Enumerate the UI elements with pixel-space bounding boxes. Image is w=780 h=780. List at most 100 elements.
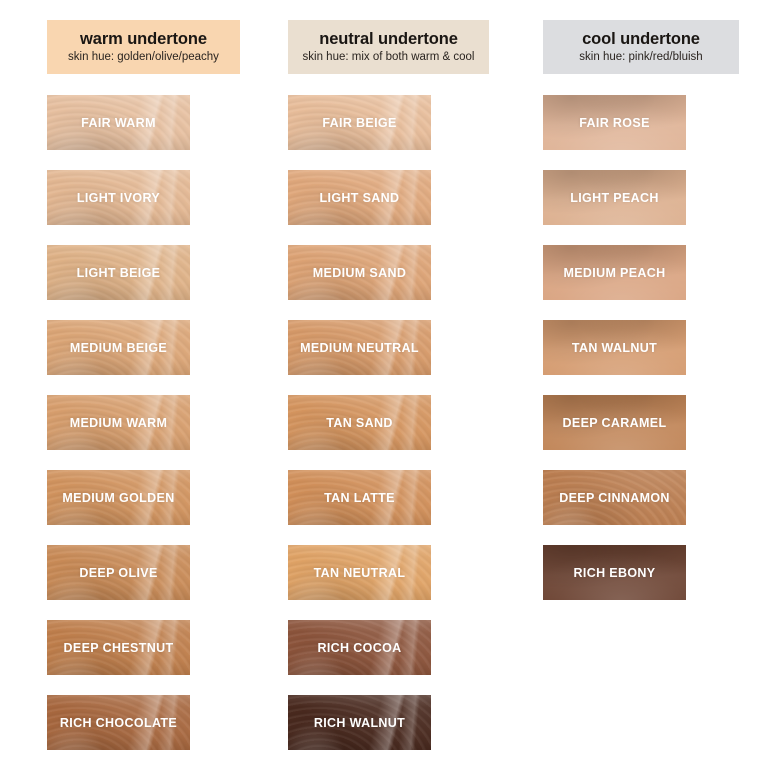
shade-swatch[interactable]: RICH WALNUT: [288, 695, 431, 750]
shade-swatch[interactable]: MEDIUM SAND: [288, 245, 431, 300]
swatch-base: [47, 170, 190, 225]
shade-swatch[interactable]: LIGHT IVORY: [47, 170, 190, 225]
swatch-ring-texture: [288, 245, 431, 300]
swatch-ring-texture: [543, 470, 686, 525]
shade-swatch[interactable]: MEDIUM PEACH: [543, 245, 686, 300]
swatch-ring-texture: [288, 695, 431, 750]
shade-name: FAIR ROSE: [579, 115, 650, 130]
swatch-cloud-texture: [543, 245, 686, 300]
swatch-ring-texture: [47, 245, 190, 300]
swatch-cloud-texture: [543, 395, 686, 450]
shade-name: TAN SAND: [326, 415, 393, 430]
shade-swatch[interactable]: RICH CHOCOLATE: [47, 695, 190, 750]
swatch-ring-texture: [47, 395, 190, 450]
swatch-shine-texture: [47, 620, 190, 675]
shade-name: MEDIUM BEIGE: [69, 340, 168, 355]
swatch-shine-texture: [288, 95, 431, 150]
swatch-ring-texture: [288, 395, 431, 450]
swatch-ring-texture: [288, 95, 431, 150]
swatch-cloud-texture: [543, 320, 686, 375]
swatch-base: [47, 695, 190, 750]
shade-swatch[interactable]: FAIR WARM: [47, 95, 190, 150]
swatch-shine-texture: [47, 245, 190, 300]
shade-name: MEDIUM NEUTRAL: [300, 340, 419, 355]
shade-name: DEEP OLIVE: [79, 565, 158, 580]
swatch-cloud-texture: [543, 95, 686, 150]
shade-swatch[interactable]: LIGHT SAND: [288, 170, 431, 225]
swatch-base: [288, 245, 431, 300]
swatch-base: [543, 470, 686, 525]
swatch-cloud-texture: [543, 545, 686, 600]
shade-name: LIGHT SAND: [319, 190, 400, 205]
swatch-ring-texture: [47, 95, 190, 150]
shade-name: RICH CHOCOLATE: [59, 715, 178, 730]
swatch-base: [288, 695, 431, 750]
shade-swatch[interactable]: TAN WALNUT: [543, 320, 686, 375]
shade-swatch[interactable]: FAIR BEIGE: [288, 95, 431, 150]
shade-swatch[interactable]: DEEP CINNAMON: [543, 470, 686, 525]
shade-swatch[interactable]: RICH EBONY: [543, 545, 686, 600]
swatch-ring-texture: [47, 470, 190, 525]
shade-name: DEEP CHESTNUT: [63, 640, 174, 655]
swatch-swirl-texture: [47, 545, 190, 600]
shade-swatch[interactable]: MEDIUM NEUTRAL: [288, 320, 431, 375]
column-header-warm: warm undertone skin hue: golden/olive/pe…: [47, 20, 240, 74]
shade-swatch[interactable]: MEDIUM BEIGE: [47, 320, 190, 375]
swatch-base: [543, 320, 686, 375]
shade-swatch[interactable]: DEEP CHESTNUT: [47, 620, 190, 675]
swatch-ring-texture: [47, 695, 190, 750]
shade-name: RICH EBONY: [573, 565, 656, 580]
swatch-swirl-texture: [47, 320, 190, 375]
swatch-swirl-texture: [288, 395, 431, 450]
swatch-shine-texture: [47, 695, 190, 750]
swatch-swirl-texture: [543, 470, 686, 525]
swatch-swirl-texture: [288, 320, 431, 375]
swatch-base: [288, 320, 431, 375]
swatch-swirl-texture: [47, 395, 190, 450]
swatch-swirl-texture: [288, 695, 431, 750]
swatch-list-neutral: FAIR BEIGE LIGHT SAND MEDIUM SAND: [288, 95, 532, 770]
shade-swatch[interactable]: FAIR ROSE: [543, 95, 686, 150]
swatch-base: [47, 470, 190, 525]
swatch-shine-texture: [47, 320, 190, 375]
swatch-base: [47, 545, 190, 600]
swatch-ring-texture: [288, 320, 431, 375]
swatch-base: [543, 170, 686, 225]
swatch-swirl-texture: [47, 620, 190, 675]
shade-swatch[interactable]: MEDIUM WARM: [47, 395, 190, 450]
column-subtitle: skin hue: mix of both warm & cool: [302, 51, 475, 64]
shade-swatch[interactable]: LIGHT PEACH: [543, 170, 686, 225]
shade-swatch[interactable]: DEEP OLIVE: [47, 545, 190, 600]
swatch-swirl-texture: [288, 95, 431, 150]
swatch-list-cool: FAIR ROSE LIGHT PEACH MEDIUM PEACH TAN W…: [543, 95, 780, 620]
shade-name: TAN LATTE: [324, 490, 395, 505]
swatch-swirl-texture: [288, 545, 431, 600]
shade-swatch[interactable]: TAN SAND: [288, 395, 431, 450]
shade-name: DEEP CINNAMON: [559, 490, 670, 505]
swatch-base: [543, 95, 686, 150]
swatch-ring-texture: [288, 620, 431, 675]
swatch-swirl-texture: [47, 95, 190, 150]
swatch-base: [288, 395, 431, 450]
swatch-ring-texture: [288, 470, 431, 525]
shade-swatch[interactable]: MEDIUM GOLDEN: [47, 470, 190, 525]
swatch-shine-texture: [47, 170, 190, 225]
swatch-base: [288, 545, 431, 600]
shade-swatch[interactable]: LIGHT BEIGE: [47, 245, 190, 300]
shade-name: LIGHT PEACH: [570, 190, 659, 205]
swatch-swirl-texture: [47, 170, 190, 225]
shade-swatch[interactable]: DEEP CARAMEL: [543, 395, 686, 450]
swatch-base: [47, 620, 190, 675]
column-subtitle: skin hue: golden/olive/peachy: [68, 51, 219, 64]
swatch-shine-texture: [288, 470, 431, 525]
shade-swatch[interactable]: TAN LATTE: [288, 470, 431, 525]
column-header-cool: cool undertone skin hue: pink/red/bluish: [543, 20, 739, 74]
shade-swatch[interactable]: RICH COCOA: [288, 620, 431, 675]
shade-name: MEDIUM WARM: [69, 415, 168, 430]
swatch-ring-texture: [288, 545, 431, 600]
swatch-shine-texture: [288, 395, 431, 450]
shade-name: RICH COCOA: [317, 640, 402, 655]
shade-swatch[interactable]: TAN NEUTRAL: [288, 545, 431, 600]
swatch-base: [543, 245, 686, 300]
swatch-swirl-texture: [47, 695, 190, 750]
